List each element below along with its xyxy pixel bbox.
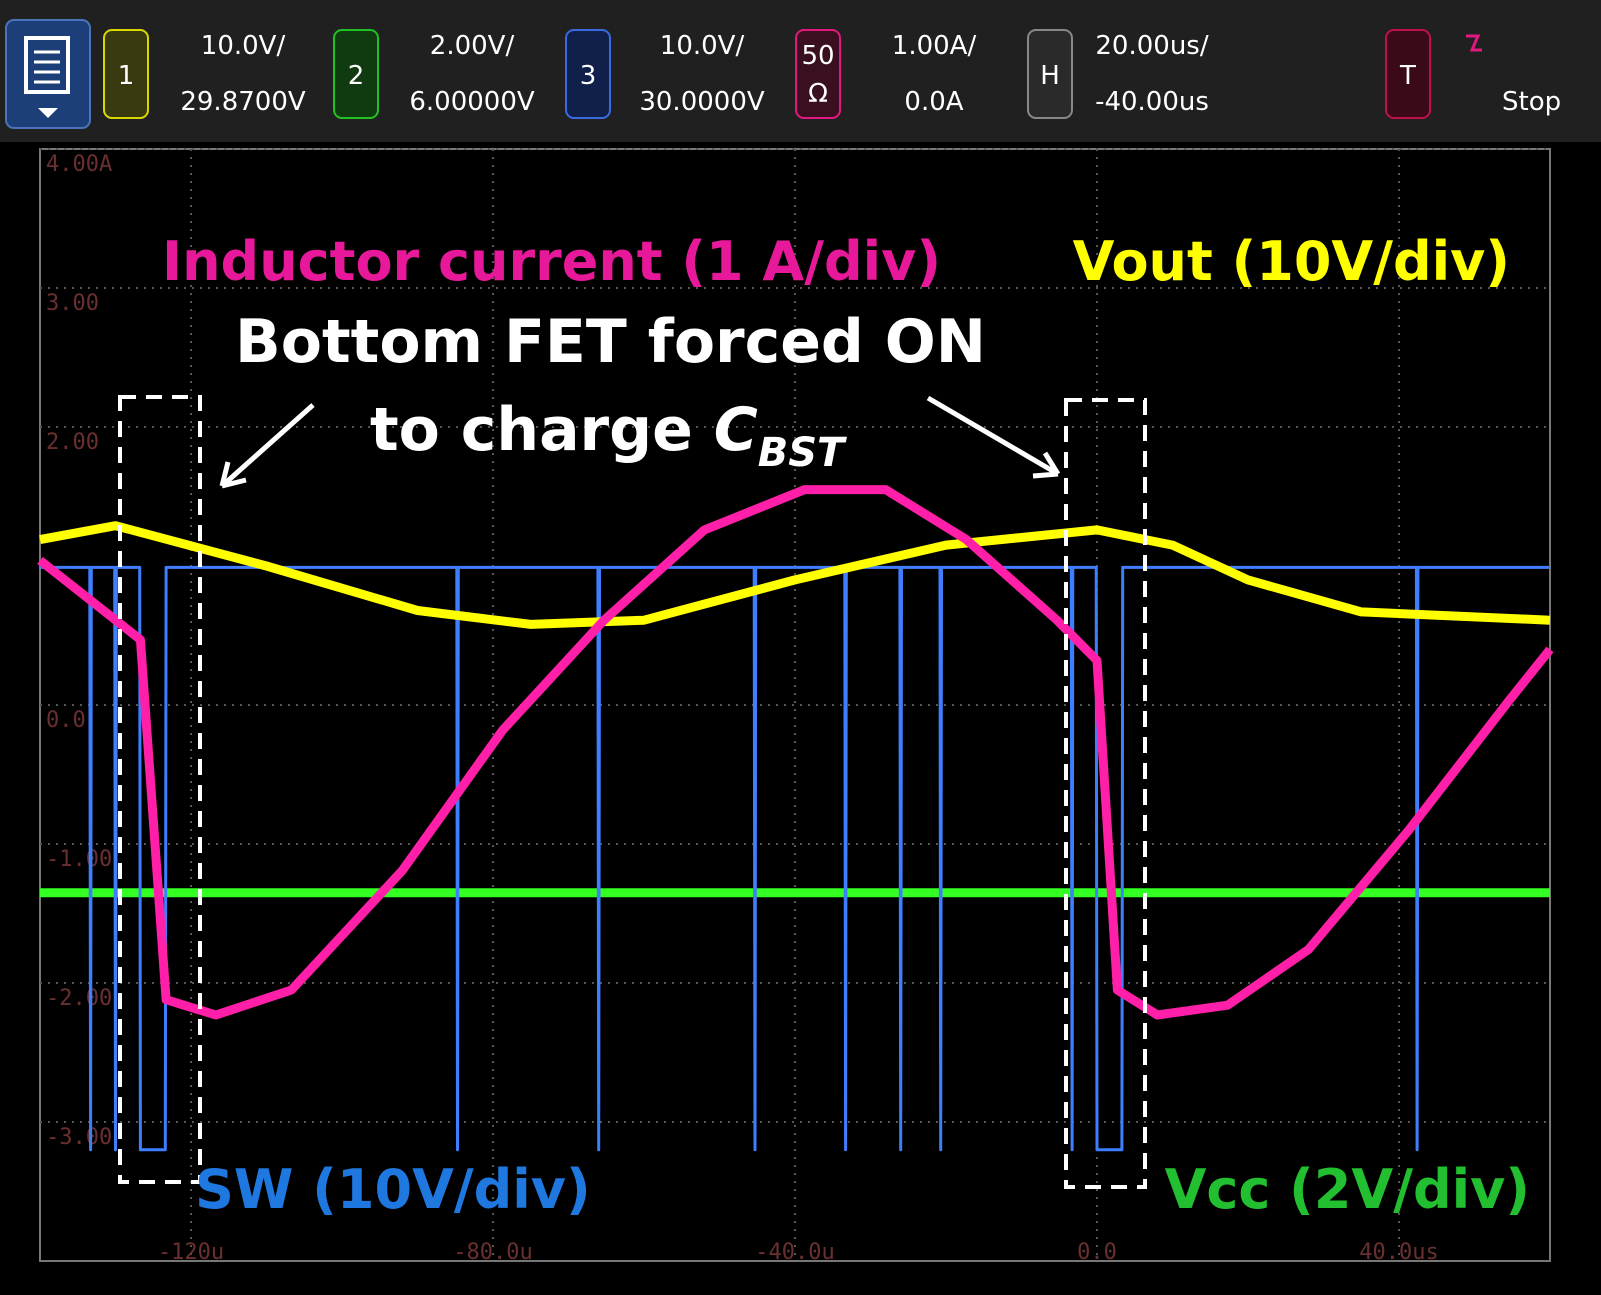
- annotation: Bottom FET forced ON: [235, 307, 986, 377]
- horizontal-button[interactable]: [1027, 29, 1073, 119]
- menu-icon: [24, 36, 70, 94]
- series-label: Inductor current (1 A/div): [162, 230, 941, 293]
- series-label: SW (10V/div): [195, 1158, 591, 1221]
- y-tick-label: -2.00: [46, 986, 112, 1011]
- channel-1-scale: 10.0V/: [201, 31, 286, 61]
- channel-2-scale: 2.00V/: [430, 31, 515, 61]
- channel-3-number: 3: [580, 61, 597, 91]
- annotation-text: to charge: [370, 395, 714, 465]
- trace: [37, 485, 1554, 1020]
- arrow: [926, 395, 1061, 479]
- channel-1-offset: 29.8700V: [180, 87, 306, 117]
- channel-4-button[interactable]: [795, 29, 841, 119]
- trigger-state: Stop: [1502, 87, 1561, 117]
- series-label: Vout (10V/div): [1073, 230, 1510, 293]
- channel-4-offset: 0.0A: [904, 87, 963, 117]
- x-tick-label: -120u: [158, 1240, 224, 1265]
- annotation-symbol: C: [714, 395, 758, 465]
- trigger-edge-icon: [1466, 34, 1482, 52]
- y-tick-label: 4.00A: [46, 152, 112, 177]
- channel-3-button[interactable]: [565, 29, 611, 119]
- channel-2-number: 2: [348, 61, 365, 91]
- annotation-subscript: BST: [758, 430, 847, 476]
- horizontal-scale: 20.00us/: [1095, 31, 1208, 61]
- highlight-box: [118, 395, 202, 1184]
- horizontal-offset: -40.00us: [1095, 87, 1209, 117]
- y-tick-label: 0.0: [46, 708, 86, 733]
- channel-4-impedance: 50: [801, 41, 834, 71]
- y-tick-label: -3.00: [46, 1125, 112, 1150]
- trace: [39, 521, 1551, 629]
- channel-4-scale: 1.00A/: [892, 31, 977, 61]
- channel-4-ohm: Ω: [808, 79, 828, 109]
- channel-3-scale: 10.0V/: [660, 31, 745, 61]
- menu-icon-lines: [34, 50, 60, 84]
- trace: [40, 565, 1550, 1152]
- channel-1-button[interactable]: [103, 29, 149, 119]
- y-tick-label: -1.00: [46, 847, 112, 872]
- highlight-box: [1064, 398, 1147, 1189]
- plot-area: -120u -80.0u -40.0u 0.0 40.0us 4.00A 3.00 2.00 0…: [37, 148, 1554, 1265]
- annotation: to charge CBST: [370, 395, 847, 476]
- channel-3-offset: 30.0000V: [639, 87, 765, 117]
- x-tick-label: 40.0us: [1359, 1240, 1438, 1265]
- horizontal-label: H: [1040, 61, 1060, 91]
- arrow: [219, 403, 315, 489]
- series-label: Vcc (2V/div): [1165, 1158, 1530, 1221]
- highlight-boxes: [118, 395, 1147, 1189]
- channel-2-button[interactable]: [333, 29, 379, 119]
- x-tick-label: -40.0u: [755, 1240, 834, 1265]
- y-tick-label: 2.00: [46, 430, 99, 455]
- x-tick-label: 0.0: [1077, 1240, 1117, 1265]
- menu-button[interactable]: [5, 19, 91, 129]
- channel-1-number: 1: [118, 61, 135, 91]
- menu-arrow: [38, 108, 58, 118]
- y-tick-label: 3.00: [46, 291, 99, 316]
- trigger-label: T: [1399, 61, 1416, 91]
- trigger-button[interactable]: [1385, 29, 1431, 119]
- x-tick-label: -80.0u: [453, 1240, 532, 1265]
- channel-2-offset: 6.00000V: [409, 87, 535, 117]
